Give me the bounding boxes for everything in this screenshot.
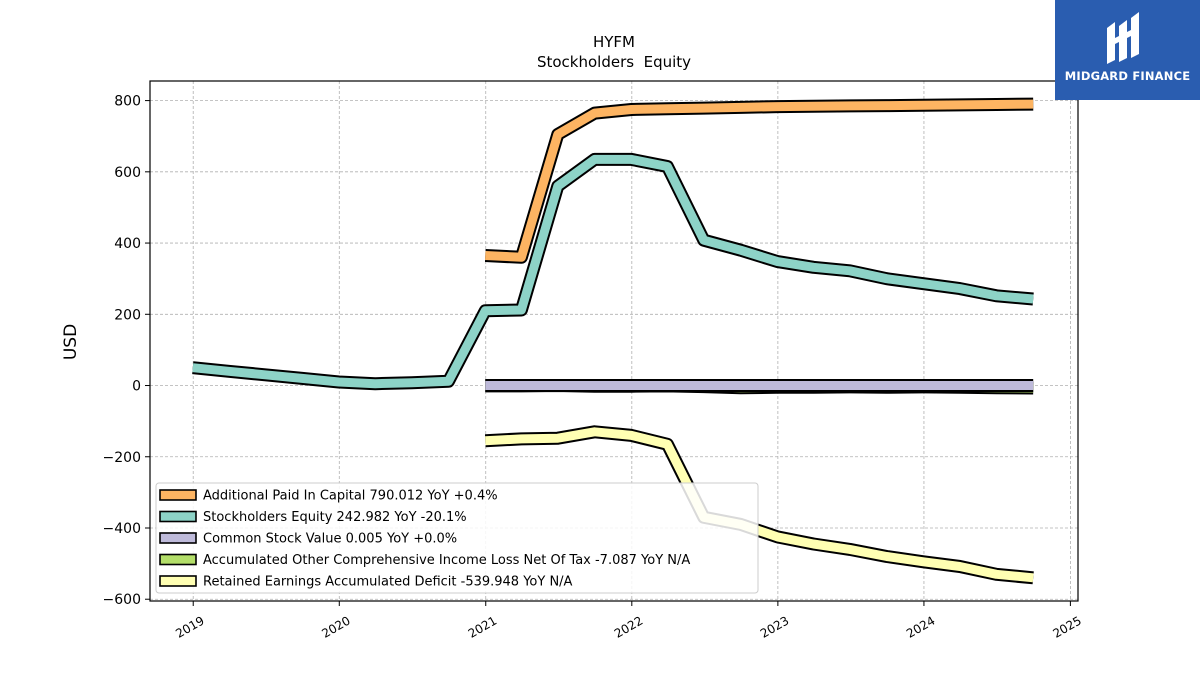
y-tick-label: −200 bbox=[103, 450, 141, 466]
y-tick-label: 600 bbox=[114, 165, 141, 181]
series-line bbox=[192, 154, 1034, 389]
legend-label: Retained Earnings Accumulated Deficit -5… bbox=[203, 575, 573, 590]
y-axis-label: USD bbox=[61, 324, 81, 360]
legend-label: Stockholders Equity 242.982 YoY -20.1% bbox=[203, 510, 467, 525]
series-layer bbox=[192, 97, 1034, 585]
y-tick-label: 0 bbox=[132, 379, 141, 395]
x-tick-label: 2019 bbox=[173, 613, 206, 640]
brand-logo: MIDGARD FINANCE bbox=[1055, 0, 1200, 100]
legend-label: Common Stock Value 0.005 YoY +0.0% bbox=[203, 532, 457, 547]
y-tick-label: −600 bbox=[103, 592, 141, 608]
series-line bbox=[485, 99, 1034, 262]
legend-swatch bbox=[159, 553, 197, 566]
x-tick-label: 2021 bbox=[466, 613, 499, 640]
y-tick-label: −400 bbox=[103, 521, 141, 537]
y-axis: −600 −400 −200 0 200 400 600 800 bbox=[103, 94, 150, 608]
x-tick-label: 2025 bbox=[1050, 613, 1083, 640]
x-tick-label: 2023 bbox=[758, 613, 791, 640]
plot-frame bbox=[149, 80, 1079, 602]
x-tick-label: 2022 bbox=[612, 613, 645, 640]
x-tick-label: 2020 bbox=[319, 613, 352, 640]
legend-swatch bbox=[159, 575, 197, 587]
midgard-logo-icon bbox=[1107, 12, 1139, 64]
legend-box bbox=[155, 482, 759, 594]
brand-name: MIDGARD FINANCE bbox=[1064, 69, 1191, 83]
legend-label: Accumulated Other Comprehensive Income L… bbox=[203, 553, 690, 568]
legend-swatch bbox=[159, 489, 197, 501]
y-tick-label: 400 bbox=[114, 236, 141, 252]
legend: Additional Paid In Capital 790.012 YoY +… bbox=[155, 482, 759, 594]
y-tick-label: 200 bbox=[114, 307, 141, 323]
x-axis: 2019 2020 2021 2022 2023 2024 2025 bbox=[173, 601, 1084, 641]
y-tick-label: 800 bbox=[114, 94, 141, 110]
chart-subtitle: Stockholders Equity bbox=[537, 53, 691, 71]
series-line bbox=[485, 427, 1034, 583]
legend-swatch bbox=[159, 510, 197, 523]
grid bbox=[150, 81, 1078, 601]
chart-title: HYFM bbox=[593, 33, 635, 51]
series-outline bbox=[192, 152, 1034, 391]
legend-label: Additional Paid In Capital 790.012 YoY +… bbox=[203, 489, 498, 504]
legend-swatch bbox=[159, 532, 197, 544]
x-tick-label: 2024 bbox=[904, 613, 937, 640]
